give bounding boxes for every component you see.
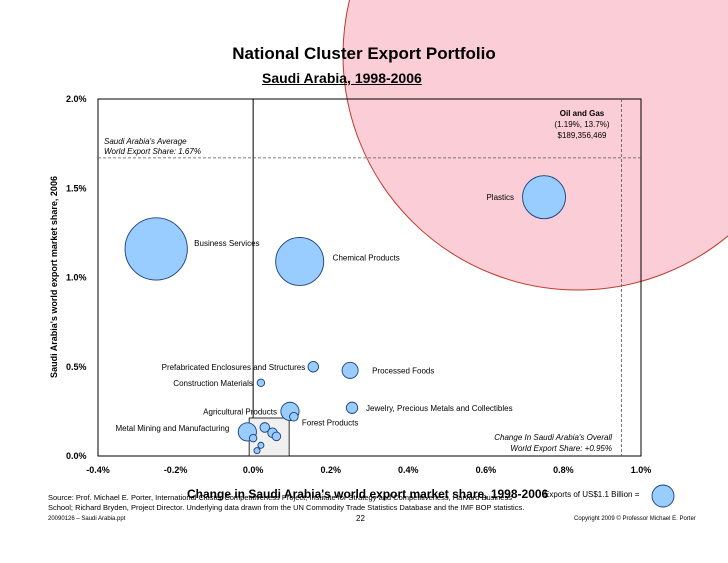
x-tick-label: 0.6%: [476, 465, 497, 475]
x-tick-label: 0.4%: [398, 465, 419, 475]
y-tick-label: 1.5%: [66, 183, 87, 193]
x-tick-label: 0.8%: [553, 465, 574, 475]
cluster-bubble-business-services: [124, 217, 188, 281]
cluster-label: Agricultural Products: [203, 407, 277, 416]
y-tick-label: 0.0%: [66, 451, 87, 461]
x-tick-label: 1.0%: [631, 465, 652, 475]
cluster-bubble-unlabeled-12: [271, 431, 282, 442]
oil-and-gas-name: Oil and Gas: [560, 109, 605, 118]
x-tick-label: 0.2%: [320, 465, 341, 475]
x-tick-label: 0.0%: [243, 465, 264, 475]
cluster-label: Prefabricated Enclosures and Structures: [162, 363, 306, 372]
cluster-bubble-unlabeled-10: [259, 422, 271, 433]
cluster-label: Jewelry, Precious Metals and Collectible…: [366, 404, 513, 413]
cluster-bubble-unlabeled-13: [248, 433, 258, 443]
chart-subtitle: Saudi Arabia, 1998-2006: [262, 70, 422, 86]
cluster-label: Forest Products: [302, 419, 358, 428]
cluster-bubble-construction-materials: [256, 378, 266, 387]
cluster-bubble-processed-foods: [341, 361, 359, 379]
x-tick-label: -0.4%: [86, 465, 110, 475]
x-tick-label: -0.2%: [164, 465, 188, 475]
average-share-label-1: Saudi Arabia's Average: [104, 137, 187, 146]
oil-and-gas-bubble: [342, 0, 728, 291]
average-share-label-2: World Export Share: 1.67%: [104, 147, 201, 156]
y-tick-label: 2.0%: [66, 94, 87, 104]
cluster-bubble-prefabricated-enclosures-and-structures: [307, 361, 319, 373]
oil-and-gas-value: $189,356,469: [558, 131, 607, 140]
cluster-label: Plastics: [486, 193, 514, 202]
cluster-bubble-unlabeled-14: [257, 441, 265, 449]
chart-title: National Cluster Export Portfolio: [232, 44, 496, 63]
cluster-bubble-unlabeled-15: [253, 447, 261, 455]
legend-label: Exports of US$1.1 Billion =: [544, 490, 640, 499]
legend-bubble: [651, 484, 675, 508]
file-name: 20090126 – Saudi Arabia.ppt: [48, 516, 126, 522]
plot-frame: [97, 98, 642, 457]
cluster-bubble-jewelry-precious-metals-and-collectibles: [345, 401, 359, 414]
cluster-bubble-forest-products: [289, 411, 299, 422]
oil-and-gas-coords: (1.19%, 13.7%): [554, 120, 609, 129]
cluster-bubble-chemical-products: [275, 236, 325, 286]
overall-change-label-1: Change In Saudi Arabia's Overall: [494, 433, 612, 442]
overall-change-label-2: World Export Share: +0.95%: [510, 444, 612, 453]
cluster-label: Processed Foods: [372, 366, 434, 375]
x-axis-label: Change in Saudi Arabia's world export ma…: [187, 487, 549, 501]
cluster-label: Business Services: [194, 239, 259, 248]
source-note: Source: Prof. Michael E. Porter, Interna…: [48, 493, 525, 512]
y-tick-label: 1.0%: [66, 273, 87, 283]
page-number: 22: [356, 514, 365, 523]
y-axis-label: Saudi Arabia's world export market share…: [49, 176, 59, 378]
cluster-bubble-plastics: [522, 175, 566, 220]
copyright: Copyright 2009 © Professor Michael E. Po…: [574, 516, 696, 522]
cluster-label: Metal Mining and Manufacturing: [115, 424, 229, 433]
y-tick-label: 0.5%: [66, 362, 87, 372]
cluster-label: Chemical Products: [333, 253, 400, 262]
cluster-label: Construction Materials: [173, 379, 253, 388]
